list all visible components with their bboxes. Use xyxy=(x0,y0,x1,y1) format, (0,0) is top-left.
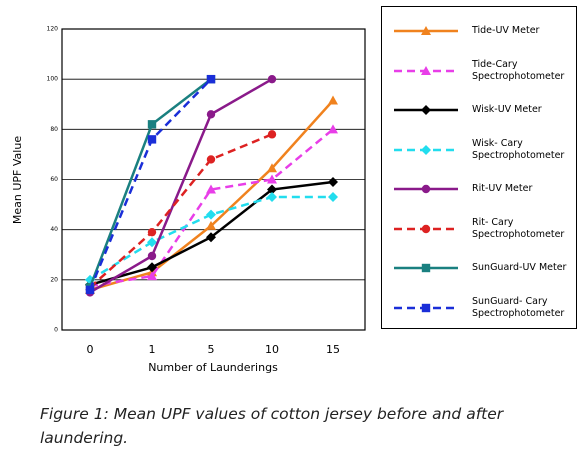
legend-label: SunGuard- Cary Spectrophotometer xyxy=(472,295,565,319)
legend-swatch xyxy=(394,26,458,35)
legend-item: Tide-UV Meter xyxy=(382,12,578,50)
marker xyxy=(267,192,277,203)
marker xyxy=(206,220,216,230)
marker xyxy=(147,237,157,248)
marker xyxy=(421,184,431,194)
marker xyxy=(328,124,338,134)
x-tick-label: 0 xyxy=(87,343,94,356)
marker xyxy=(147,135,157,144)
series-line xyxy=(89,128,334,288)
marker xyxy=(147,262,157,273)
marker xyxy=(85,285,95,295)
marker xyxy=(147,271,157,281)
marker xyxy=(147,251,157,261)
y-tick-label: 40 xyxy=(50,226,58,233)
marker xyxy=(421,224,431,233)
marker xyxy=(328,177,338,188)
series-line xyxy=(89,133,273,289)
y-tick-label: 20 xyxy=(50,276,58,283)
legend-item: Rit- Cary Spectrophotometer xyxy=(382,210,578,248)
legend-swatch xyxy=(394,224,458,233)
y-tick-label: 0 xyxy=(54,327,58,334)
legend-item: SunGuard- Cary Spectrophotometer xyxy=(382,289,578,327)
x-axis-label: Number of Launderings xyxy=(148,361,278,374)
marker xyxy=(328,95,338,105)
marker xyxy=(421,26,431,35)
legend-item: Tide-Cary Spectrophotometer xyxy=(382,52,578,90)
marker xyxy=(267,74,277,84)
y-tick-label: 100 xyxy=(47,76,59,83)
marker xyxy=(421,263,431,273)
marker xyxy=(147,227,157,237)
legend-item: Wisk-UV Meter xyxy=(382,91,578,129)
caption: Figure 1: Mean UPF values of cotton jers… xyxy=(40,405,504,447)
y-tick-label: 80 xyxy=(50,126,58,133)
marker xyxy=(206,74,216,84)
marker xyxy=(267,130,277,139)
y-tick-label: 60 xyxy=(50,176,58,183)
legend-swatch xyxy=(394,263,458,273)
series-line xyxy=(89,78,273,294)
legend-label: Tide-Cary Spectrophotometer xyxy=(472,58,565,82)
marker xyxy=(421,65,431,75)
x-tick-label: 10 xyxy=(265,343,279,356)
y-tick-label: 120 xyxy=(47,26,59,33)
legend-label: Rit- Cary Spectrophotometer xyxy=(472,216,565,240)
legend-swatch xyxy=(394,184,458,194)
marker xyxy=(267,184,277,195)
marker xyxy=(206,155,216,164)
legend: Tide-UV Meter Tide-Cary Spectrophotometer… xyxy=(381,6,577,329)
legend-swatch xyxy=(394,65,458,75)
legend-label: Tide-UV Meter xyxy=(472,25,540,36)
marker xyxy=(206,110,216,119)
legend-item: Wisk- Cary Spectrophotometer xyxy=(382,131,578,169)
legend-label: Wisk-UV Meter xyxy=(472,104,542,115)
y-axis-label: Mean UPF Value xyxy=(11,136,24,224)
legend-swatch xyxy=(394,105,458,115)
x-tick-label: 5 xyxy=(208,343,215,356)
x-tick-label: 15 xyxy=(326,343,340,356)
x-tick-label: 1 xyxy=(149,343,156,356)
marker xyxy=(328,192,338,203)
legend-swatch xyxy=(394,303,458,312)
legend-swatch xyxy=(394,144,458,155)
marker xyxy=(206,209,216,220)
marker xyxy=(206,184,216,194)
legend-label: SunGuard-UV Meter xyxy=(472,262,567,273)
series-line xyxy=(89,99,334,292)
marker xyxy=(147,120,157,129)
marker xyxy=(206,232,216,243)
marker xyxy=(421,105,431,115)
legend-label: Rit-UV Meter xyxy=(472,183,533,194)
marker xyxy=(267,163,277,173)
legend-item: Rit-UV Meter xyxy=(382,170,578,208)
marker xyxy=(267,174,277,184)
marker xyxy=(421,303,431,312)
marker xyxy=(421,144,431,155)
legend-item: SunGuard-UV Meter xyxy=(382,249,578,287)
legend-label: Wisk- Cary Spectrophotometer xyxy=(472,137,565,161)
